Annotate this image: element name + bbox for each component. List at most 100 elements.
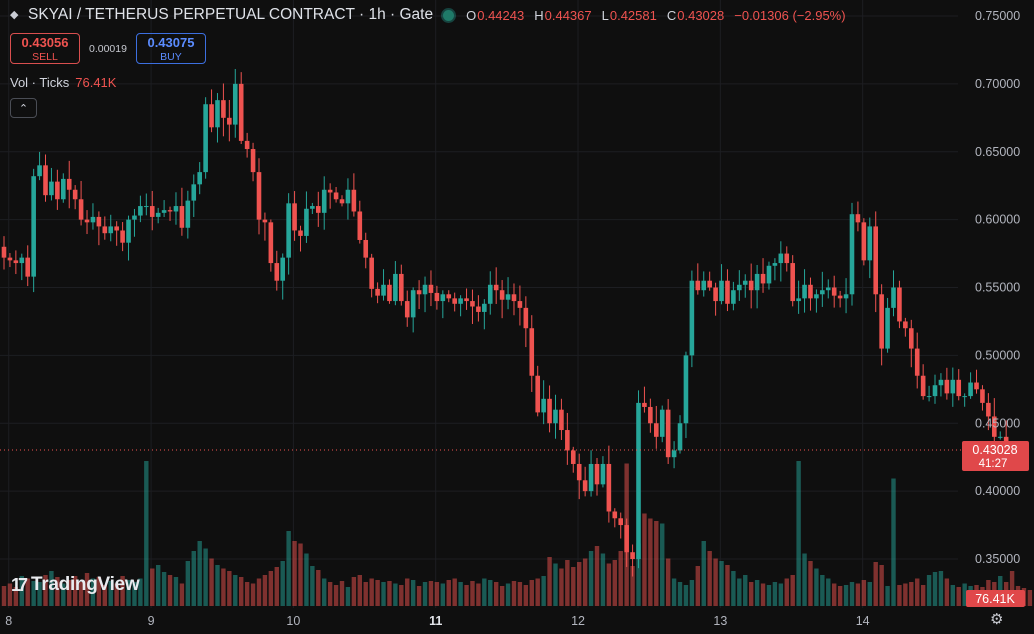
candle-body <box>938 379 944 386</box>
volume-bar <box>96 577 102 606</box>
candle-body <box>114 226 119 231</box>
volume-bar <box>114 583 119 606</box>
candle-body <box>250 149 256 173</box>
candle-body <box>167 210 173 212</box>
candle-body <box>624 525 629 553</box>
gear-icon[interactable]: ⚙ <box>990 611 1004 628</box>
volume-bar <box>754 580 760 606</box>
candle-body <box>742 280 748 285</box>
volume-bar <box>399 585 404 606</box>
buy-label: BUY <box>160 51 182 63</box>
volume-bar <box>464 585 469 606</box>
buy-button[interactable]: 0.43075 BUY <box>135 33 206 64</box>
candle-body <box>731 290 736 304</box>
candle-body <box>642 402 647 407</box>
candle-body <box>630 552 635 559</box>
candle-body <box>659 409 665 437</box>
volume-bar <box>547 557 552 606</box>
time-tick-label: 10 <box>286 614 300 628</box>
candle-body <box>416 290 422 295</box>
volume-bar <box>505 583 511 606</box>
volume-bar <box>600 553 606 606</box>
collapse-legend-button[interactable]: ⌃ <box>10 98 37 118</box>
volume-bar <box>90 578 96 606</box>
candle-body <box>582 480 588 492</box>
volume-bar <box>144 461 149 606</box>
sell-button[interactable]: 0.43056 SELL <box>10 33 80 64</box>
candle-body <box>470 301 475 307</box>
candle-body <box>37 165 42 177</box>
volume-bar <box>790 575 795 606</box>
candle-body <box>487 284 493 304</box>
volume-bar <box>440 583 446 606</box>
volume-bar <box>636 543 641 606</box>
volume-bar <box>837 586 843 606</box>
volume-bar <box>499 586 505 606</box>
candle-body <box>286 203 291 258</box>
market-status-icon[interactable] <box>443 9 455 21</box>
time-tick-label: 9 <box>148 614 155 628</box>
price-tick-label: 0.40000 <box>975 484 1020 498</box>
volume-bar <box>102 585 108 606</box>
candle-body <box>956 379 962 397</box>
candle-body <box>120 230 125 243</box>
candle-body <box>885 307 890 349</box>
price-axis[interactable]: 0.75000 0.70000 0.65000 0.60000 0.55000 0.500… <box>975 9 1020 566</box>
volume-bar <box>535 578 540 606</box>
volume-bar <box>357 575 362 606</box>
watermark-text: TradingView <box>31 574 140 595</box>
volume-bar <box>713 558 718 606</box>
volume-bar <box>606 563 612 606</box>
time-axis[interactable]: 8 9 10 11 12 13 14 <box>5 614 869 628</box>
volume-bar <box>215 565 220 606</box>
candle-body <box>997 436 1003 438</box>
volume-bar <box>915 578 920 606</box>
countdown-label: 41:27 <box>979 458 1008 470</box>
symbol-title[interactable]: SKYAI / TETHERUS PERPETUAL CONTRACT · 1h… <box>28 6 434 23</box>
ohlc-value: 0.42581 <box>609 7 657 23</box>
volume-bar <box>897 585 902 606</box>
price-tick-label: 0.55000 <box>975 281 1020 295</box>
candle-body <box>908 328 914 349</box>
volume-bar <box>167 575 173 606</box>
candle-body <box>345 189 351 204</box>
candle-body <box>298 230 303 236</box>
volume-bar <box>594 546 600 606</box>
candle-body <box>748 280 754 291</box>
candle-body <box>820 290 825 295</box>
volume-bar <box>31 581 36 606</box>
volume-bar <box>962 583 967 606</box>
volume-bar <box>529 580 534 606</box>
volume-bar <box>233 575 238 606</box>
volume-bar <box>559 568 564 606</box>
volume-bar <box>13 587 19 606</box>
candle-body <box>476 306 481 312</box>
volume-bar <box>333 585 339 606</box>
candle-body <box>778 253 784 264</box>
volume-legend[interactable]: Vol · Ticks 76.41K <box>10 75 116 90</box>
volume-bar <box>138 578 143 606</box>
volume-bar <box>250 583 256 606</box>
volume-bar <box>660 523 665 606</box>
volume-bar <box>37 582 42 606</box>
candle-body <box>903 321 908 329</box>
volume-bar <box>132 582 137 606</box>
candle-body <box>274 263 280 281</box>
candle-body <box>843 294 849 299</box>
candle-body <box>197 172 202 185</box>
volume-bar <box>944 578 950 606</box>
candle-body <box>221 100 226 118</box>
volume-bar <box>665 558 671 606</box>
volume-bar <box>820 575 825 606</box>
candle-body <box>677 423 683 451</box>
price-tick-label: 0.65000 <box>975 145 1020 159</box>
volume-bar <box>7 583 13 606</box>
candle-body <box>256 172 262 220</box>
volume-bar <box>725 565 730 606</box>
candle-body <box>428 284 434 293</box>
last-price-badge <box>962 441 1029 472</box>
candle-body <box>873 226 879 295</box>
candle-body <box>505 294 511 300</box>
